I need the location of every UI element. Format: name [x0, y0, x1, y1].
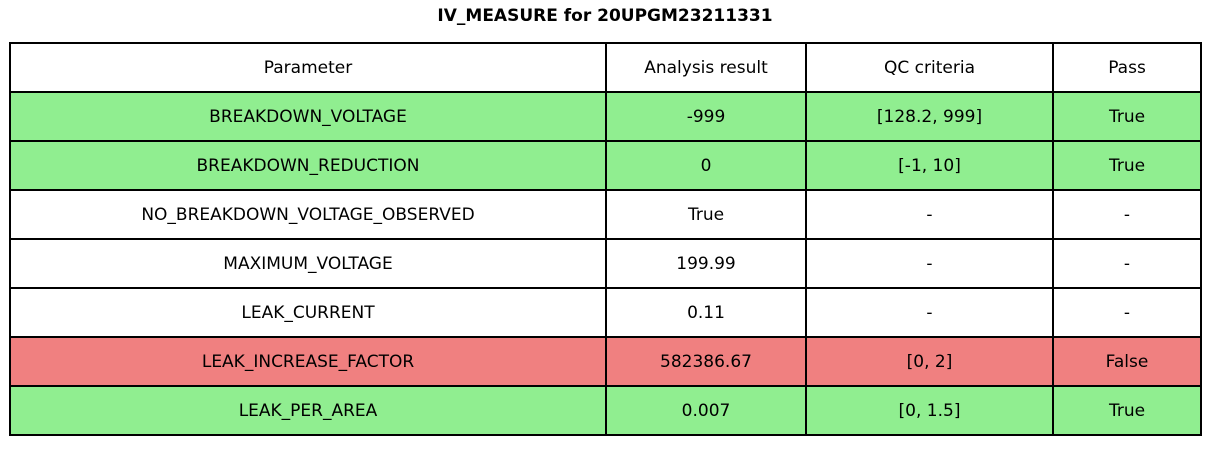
qc-table: Parameter Analysis result QC criteria Pa… — [9, 42, 1202, 436]
parameter-cell: BREAKDOWN_VOLTAGE — [9, 91, 607, 142]
page-title: IV_MEASURE for 20UPGM23211331 — [437, 6, 773, 26]
qc-criteria-cell: [-1, 10] — [805, 140, 1054, 191]
table-row: NO_BREAKDOWN_VOLTAGE_OBSERVED True - - — [9, 189, 1202, 240]
analysis-result-cell: True — [605, 189, 807, 240]
table-row: LEAK_CURRENT 0.11 - - — [9, 287, 1202, 338]
analysis-result-cell: -999 — [605, 91, 807, 142]
pass-cell: - — [1052, 238, 1202, 289]
parameter-cell: LEAK_INCREASE_FACTOR — [9, 336, 607, 387]
parameter-cell: LEAK_CURRENT — [9, 287, 607, 338]
analysis-result-cell: 582386.67 — [605, 336, 807, 387]
analysis-result-cell: 0.11 — [605, 287, 807, 338]
table-row: LEAK_INCREASE_FACTOR 582386.67 [0, 2] Fa… — [9, 336, 1202, 387]
col-header-pass: Pass — [1052, 42, 1202, 93]
parameter-cell: NO_BREAKDOWN_VOLTAGE_OBSERVED — [9, 189, 607, 240]
qc-criteria-cell: - — [805, 189, 1054, 240]
pass-cell: False — [1052, 336, 1202, 387]
pass-cell: True — [1052, 91, 1202, 142]
header-row: Parameter Analysis result QC criteria Pa… — [9, 42, 1202, 93]
col-header-parameter: Parameter — [9, 42, 607, 93]
pass-cell: - — [1052, 189, 1202, 240]
col-header-qc-criteria: QC criteria — [805, 42, 1054, 93]
qc-criteria-cell: - — [805, 287, 1054, 338]
qc-criteria-cell: [128.2, 999] — [805, 91, 1054, 142]
pass-cell: - — [1052, 287, 1202, 338]
col-header-analysis-result: Analysis result — [605, 42, 807, 93]
qc-criteria-cell: [0, 1.5] — [805, 385, 1054, 436]
table-row: MAXIMUM_VOLTAGE 199.99 - - — [9, 238, 1202, 289]
qc-criteria-cell: [0, 2] — [805, 336, 1054, 387]
parameter-cell: MAXIMUM_VOLTAGE — [9, 238, 607, 289]
table-row: BREAKDOWN_VOLTAGE -999 [128.2, 999] True — [9, 91, 1202, 142]
table-row: LEAK_PER_AREA 0.007 [0, 1.5] True — [9, 385, 1202, 436]
pass-cell: True — [1052, 140, 1202, 191]
table-row: BREAKDOWN_REDUCTION 0 [-1, 10] True — [9, 140, 1202, 191]
pass-cell: True — [1052, 385, 1202, 436]
parameter-cell: BREAKDOWN_REDUCTION — [9, 140, 607, 191]
qc-criteria-cell: - — [805, 238, 1054, 289]
analysis-result-cell: 0 — [605, 140, 807, 191]
parameter-cell: LEAK_PER_AREA — [9, 385, 607, 436]
analysis-result-cell: 199.99 — [605, 238, 807, 289]
analysis-result-cell: 0.007 — [605, 385, 807, 436]
